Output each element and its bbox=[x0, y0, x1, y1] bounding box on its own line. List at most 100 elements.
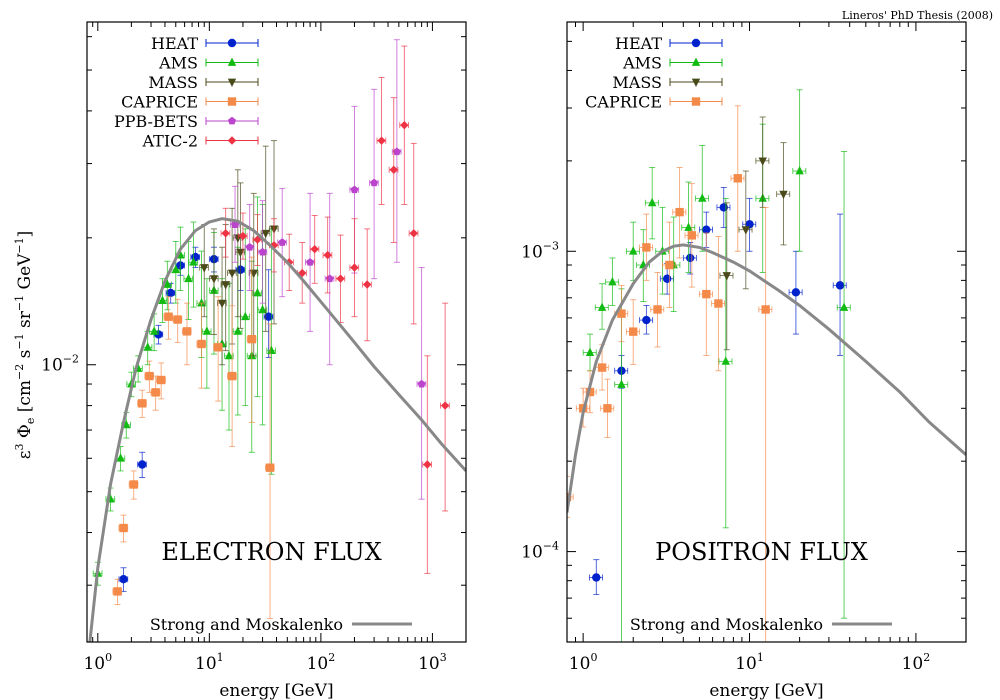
data-point bbox=[151, 388, 160, 397]
data-point bbox=[642, 315, 651, 325]
data-point bbox=[189, 257, 198, 266]
legend-label: PPB-BETS bbox=[114, 112, 198, 131]
data-point bbox=[278, 238, 287, 246]
data-point bbox=[129, 480, 138, 489]
x-axis-label: energy [GeV] bbox=[219, 681, 333, 700]
model-curve bbox=[567, 243, 966, 513]
panel-title: POSITRON FLUX bbox=[655, 538, 868, 566]
data-point bbox=[163, 279, 172, 288]
data-point bbox=[197, 339, 206, 349]
legend-label: HEAT bbox=[151, 34, 198, 53]
data-point bbox=[325, 274, 334, 283]
legend-label: ATIC-2 bbox=[142, 132, 199, 151]
series-caprice bbox=[112, 256, 275, 620]
data-point bbox=[149, 326, 159, 335]
data-point bbox=[362, 280, 372, 289]
legend-label: CAPRICE bbox=[585, 93, 662, 112]
data-point bbox=[675, 207, 684, 217]
data-point bbox=[227, 269, 237, 279]
data-point bbox=[761, 305, 770, 314]
legend-marker bbox=[228, 116, 236, 125]
data-point bbox=[217, 299, 227, 309]
series-atic-2 bbox=[220, 45, 450, 574]
data-point bbox=[306, 258, 315, 266]
legend-marker bbox=[227, 38, 237, 48]
data-point bbox=[197, 298, 206, 307]
legend-label: CAPRICE bbox=[121, 93, 198, 112]
data-point bbox=[119, 575, 128, 584]
data-point bbox=[173, 315, 182, 324]
data-point bbox=[323, 250, 332, 260]
data-point bbox=[164, 312, 173, 321]
legend-marker bbox=[691, 78, 701, 87]
x-tick-label: 100 bbox=[569, 651, 598, 674]
data-point bbox=[795, 166, 804, 175]
data-point bbox=[184, 273, 193, 283]
positron-flux-panel: 100 101 102 10−4 10−3 energy [GeV] POSITRON FL… bbox=[521, 21, 967, 700]
data-point bbox=[758, 157, 767, 166]
data-point bbox=[227, 371, 237, 381]
data-point bbox=[698, 193, 707, 202]
model-legend-label: Strong and Moskalenko bbox=[630, 615, 823, 634]
data-point bbox=[642, 243, 651, 252]
data-point bbox=[238, 231, 248, 241]
data-point bbox=[113, 587, 122, 596]
data-point bbox=[702, 225, 711, 234]
plot-frame bbox=[566, 21, 967, 643]
data-point bbox=[721, 356, 730, 365]
data-point bbox=[629, 246, 638, 255]
data-point bbox=[116, 453, 125, 462]
data-point bbox=[253, 287, 262, 297]
series-mass bbox=[719, 116, 791, 351]
data-point bbox=[350, 263, 359, 272]
data-point bbox=[310, 244, 319, 254]
data-point bbox=[647, 197, 657, 207]
data-point bbox=[119, 523, 128, 533]
data-point bbox=[665, 260, 674, 270]
error-bar bbox=[836, 150, 851, 619]
data-point bbox=[258, 304, 267, 314]
data-point bbox=[702, 289, 711, 299]
data-point bbox=[370, 178, 379, 187]
y-tick-label: 10−3 bbox=[521, 239, 559, 262]
data-point bbox=[617, 309, 626, 318]
panel-title: ELECTRON FLUX bbox=[161, 538, 381, 566]
data-point bbox=[423, 460, 432, 469]
data-point bbox=[714, 299, 723, 308]
data-point bbox=[791, 288, 801, 297]
x-axis-label: energy [GeV] bbox=[709, 681, 823, 700]
data-point bbox=[392, 147, 401, 156]
data-point bbox=[835, 281, 845, 290]
data-point bbox=[585, 347, 595, 356]
data-point bbox=[247, 334, 256, 344]
model-legend-label: Strong and Moskalenko bbox=[150, 615, 343, 634]
legend-marker bbox=[227, 136, 237, 145]
data-point bbox=[685, 253, 695, 263]
data-point bbox=[166, 288, 175, 298]
legend-marker bbox=[691, 38, 701, 48]
y-axis-label: ε3 Φe [cm−2 s−1 sr−1 GeV−1] bbox=[13, 231, 37, 460]
x-tick-label: 102 bbox=[902, 651, 931, 674]
series-ams bbox=[582, 89, 851, 642]
data-point bbox=[350, 185, 359, 194]
plot-frame bbox=[86, 21, 467, 643]
data-point bbox=[156, 375, 166, 385]
data-point bbox=[779, 190, 788, 200]
legend-marker bbox=[227, 97, 237, 106]
data-point bbox=[409, 229, 418, 238]
data-point bbox=[617, 379, 626, 388]
data-point bbox=[158, 295, 167, 304]
data-point bbox=[241, 311, 250, 321]
legend-label: HEAT bbox=[615, 34, 662, 53]
data-point bbox=[608, 277, 617, 286]
data-point bbox=[839, 302, 849, 311]
data-point bbox=[209, 275, 219, 284]
data-point bbox=[249, 269, 258, 279]
data-point bbox=[261, 229, 270, 239]
data-point bbox=[662, 274, 672, 283]
data-point bbox=[182, 327, 192, 336]
x-tick-label: 102 bbox=[307, 651, 336, 674]
data-point bbox=[417, 379, 426, 388]
